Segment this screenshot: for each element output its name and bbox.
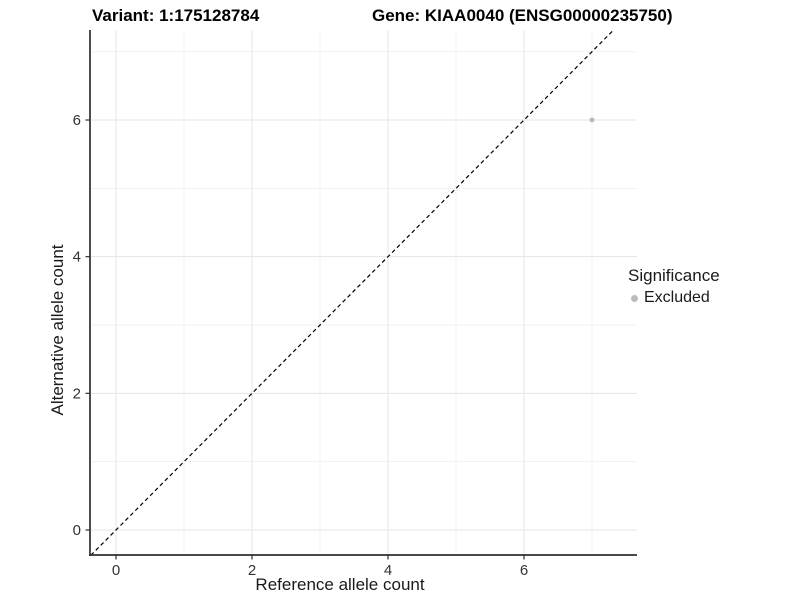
x-axis-title: Reference allele count: [255, 575, 425, 594]
x-tick-label: 2: [248, 562, 256, 579]
y-tick-label: 2: [73, 385, 81, 402]
y-tick-label: 4: [73, 249, 81, 266]
y-tick-label: 0: [73, 522, 81, 539]
data-point: [589, 117, 595, 123]
legend-title: Significance: [628, 266, 720, 285]
legend-item-label: Excluded: [644, 289, 710, 306]
x-tick-label: 0: [112, 562, 120, 579]
gene-title: Gene: KIAA0040 (ENSG00000235750): [372, 6, 673, 25]
identity-reference-line: [90, 29, 615, 556]
x-tick-label: 6: [520, 562, 528, 579]
excluded-point-swatch-icon: [631, 294, 638, 302]
variant-title: Variant: 1:175128784: [92, 6, 260, 25]
y-tick-label: 6: [73, 112, 81, 129]
legend: Significance Excluded: [628, 266, 720, 307]
legend-item-excluded: Excluded: [628, 289, 720, 307]
y-axis-title: Alternative allele count: [48, 244, 67, 416]
x-tick-label: 4: [384, 562, 392, 579]
